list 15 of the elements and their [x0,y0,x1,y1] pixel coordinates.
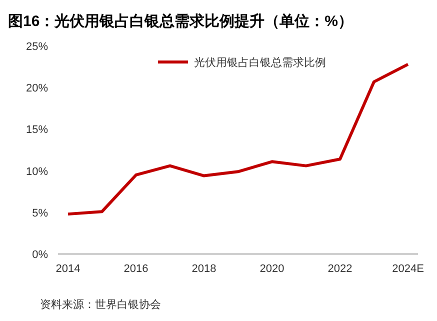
chart-title: 图16：光伏用银占白银总需求比例提升（单位：%） [8,13,354,30]
x-tick-label: 2016 [124,263,148,275]
y-tick-label: 20% [26,82,48,95]
y-tick-label: 10% [26,166,48,178]
x-tick-label: 2020 [260,263,284,275]
x-tick-label: 2022 [328,263,352,275]
y-tick-label: 5% [32,207,48,220]
x-tick-label: 2014 [56,263,80,275]
y-tick-label: 15% [26,124,48,136]
x-tick-label: 2018 [192,263,216,275]
text: 资料来源：世界白银协会 [40,298,161,311]
y-tick-label: 25% [26,41,48,53]
x-tick-label: 2024E [392,263,424,275]
legend-label: 光伏用银占白银总需求比例 [194,56,326,69]
y-tick-label: 0% [32,249,48,261]
